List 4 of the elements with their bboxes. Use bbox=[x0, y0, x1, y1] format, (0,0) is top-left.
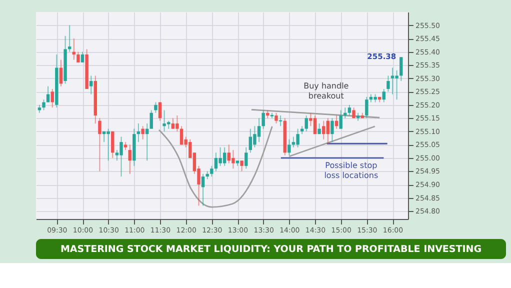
text: MASTERING STOCK MARKET LIQUIDITY: YOUR PATH TO PROFITABLE INVESTING bbox=[60, 244, 482, 255]
line-series bbox=[158, 126, 273, 208]
annotation: Buy handle breakout bbox=[304, 82, 349, 101]
annotation: Possible stop loss locations bbox=[324, 160, 378, 180]
